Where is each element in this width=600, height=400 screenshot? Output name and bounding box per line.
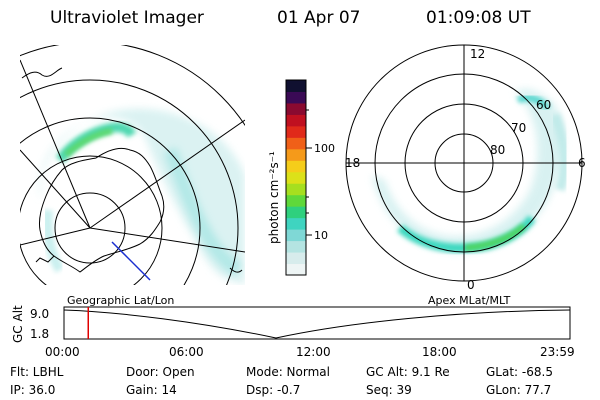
- polar-map: 12 0 18 6 60 70 80: [345, 44, 586, 292]
- altitude-timeline: 9.0 1.8 GC Alt 00:00 06:00 12:00 18:00 2…: [11, 305, 575, 359]
- polar-map-caption: Apex MLat/MLT: [428, 294, 511, 307]
- mlat-label-80: 80: [490, 143, 505, 157]
- coastline-north: [21, 67, 63, 79]
- ground-track: [111, 241, 151, 281]
- colorbar-segment: [286, 137, 306, 150]
- xtick-1200: 12:00: [296, 345, 331, 359]
- colorbar-segment: [286, 263, 306, 276]
- coastline-east: [229, 267, 243, 273]
- colorbar-tick-10: 10: [314, 229, 328, 242]
- ip-info: IP: 36.0: [10, 383, 56, 397]
- mlt-label-18: 18: [345, 156, 360, 170]
- colorbar-segment: [286, 91, 306, 104]
- door-info: Door: Open: [126, 365, 195, 379]
- colorbar-tick-100: 100: [314, 142, 335, 155]
- colorbar-segment: [286, 160, 306, 173]
- ytick-1-8: 1.8: [30, 327, 49, 341]
- dsp-info: Dsp: -0.7: [246, 383, 301, 397]
- colorbar-segment: [286, 183, 306, 196]
- gain-info: Gain: 14: [126, 383, 177, 397]
- mlat-label-70: 70: [511, 121, 526, 135]
- altitude-curve: [63, 309, 571, 339]
- colorbar-segment: [286, 114, 306, 127]
- mode-info: Mode: Normal: [246, 365, 330, 379]
- xtick-2359: 23:59: [540, 345, 575, 359]
- colorbar-frame: [285, 79, 307, 276]
- colorbar-ticks: [306, 109, 312, 236]
- xtick-0600: 06:00: [169, 345, 204, 359]
- mlt-label-0: 0: [467, 278, 475, 292]
- mlt-label-6: 6: [578, 156, 586, 170]
- antarctica-coastline: [39, 147, 165, 273]
- colorbar-segment: [286, 148, 306, 161]
- geo-latitude-circles: [20, 45, 245, 285]
- colorbar-unit-label: photon cm⁻²s⁻¹: [267, 151, 281, 244]
- colorbar-segment: [286, 206, 306, 219]
- xtick-0000: 00:00: [45, 345, 80, 359]
- filter-info: Flt: LBHL: [10, 365, 64, 379]
- glat-info: GLat: -68.5: [486, 365, 553, 379]
- gc-alt-info: GC Alt: 9.1 Re: [366, 365, 450, 379]
- time-label: 01:09:08 UT: [426, 8, 531, 28]
- date-label: 01 Apr 07: [277, 8, 361, 28]
- instrument-title: Ultraviolet Imager: [50, 8, 204, 28]
- colorbar-segment: [286, 240, 306, 253]
- mlt-label-12: 12: [470, 47, 485, 61]
- colorbar-segment: [286, 102, 306, 115]
- ytick-9: 9.0: [30, 307, 49, 321]
- colorbar-segment: [286, 171, 306, 184]
- colorbar-segment: [286, 194, 306, 207]
- seq-info: Seq: 39: [366, 383, 412, 397]
- timeline-ylabel: GC Alt: [11, 305, 25, 343]
- timeline-frame: [63, 306, 571, 340]
- xtick-1800: 18:00: [422, 345, 457, 359]
- geo-map-caption: Geographic Lat/Lon: [67, 294, 174, 307]
- geo-longitude-lines: [20, 59, 245, 253]
- glon-info: GLon: 77.7: [486, 383, 552, 397]
- colorbar-segment: [286, 217, 306, 230]
- colorbar-segment: [286, 125, 306, 138]
- mlat-label-60: 60: [536, 98, 551, 112]
- colorbar-segment: [286, 80, 306, 92]
- colorbar: [285, 79, 307, 276]
- coastline-detail: [35, 255, 55, 263]
- geographic-map: [20, 45, 245, 285]
- geo-aurora-emission: [39, 108, 245, 285]
- polar-aurora-emission: [372, 88, 570, 253]
- colorbar-segment: [286, 229, 306, 242]
- colorbar-segment: [286, 252, 306, 265]
